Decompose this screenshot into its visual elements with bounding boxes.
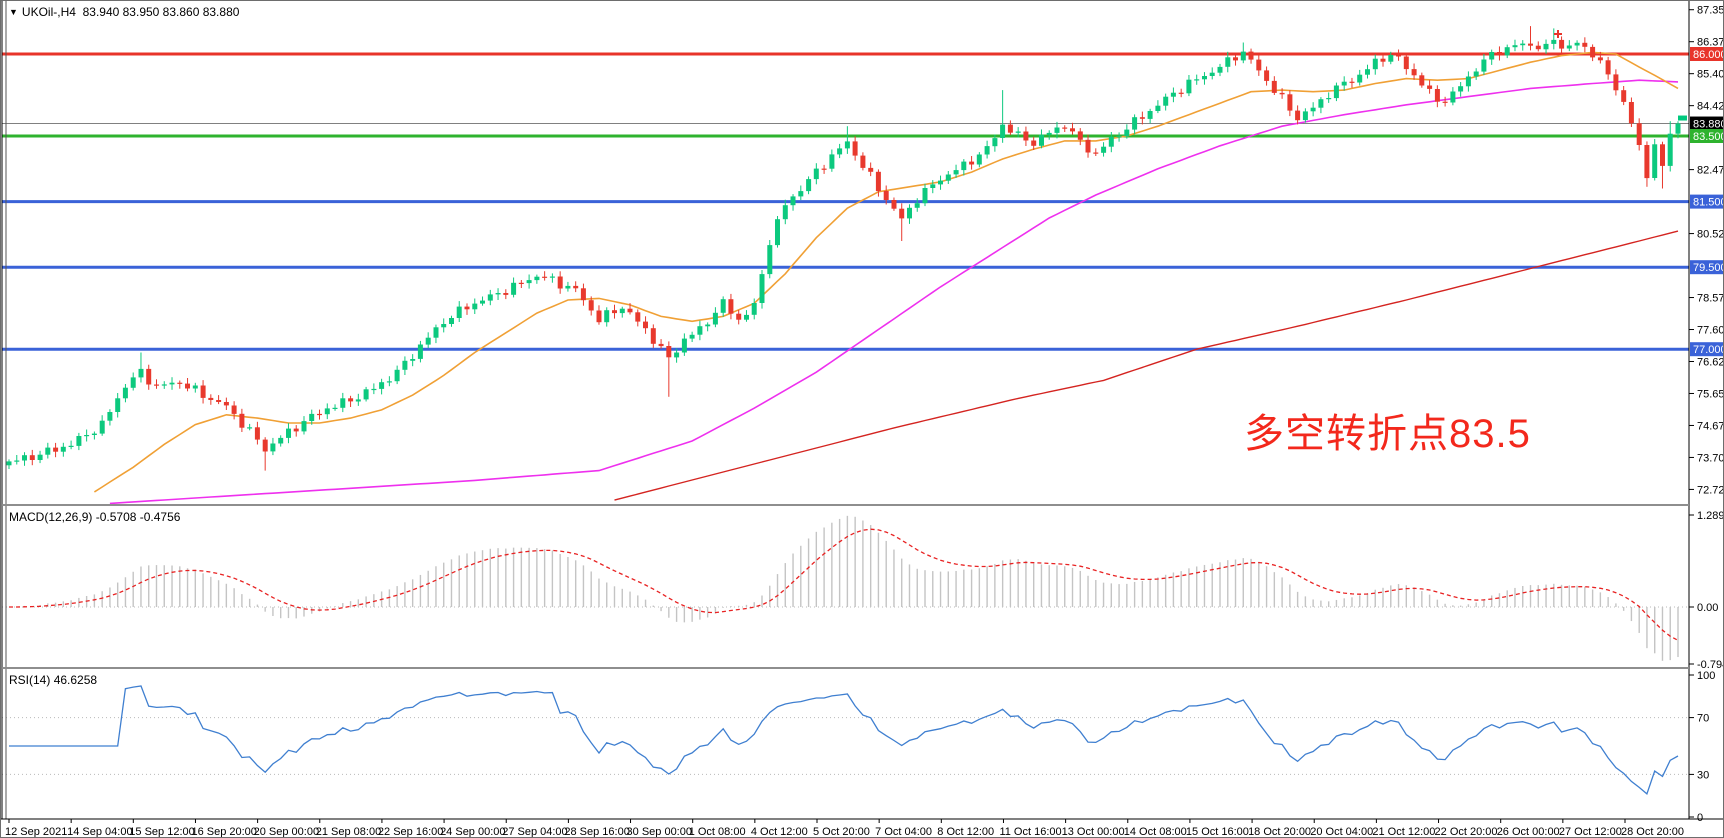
price-badge-label: 79.500 <box>1693 262 1724 274</box>
ma-line <box>614 230 1679 501</box>
symbol-quote-text: UKOil-,H4 83.940 83.950 83.860 83.880 <box>21 5 240 19</box>
macd-signal-line <box>9 528 1679 641</box>
date-tick-label: 22 Sep 16:00 <box>378 826 443 838</box>
price-badge-label: 86.000 <box>1693 49 1724 61</box>
date-tick-label: 15 Oct 16:00 <box>1186 826 1249 838</box>
rsi-indicator-label: RSI(14) 46.6258 <box>9 673 98 687</box>
date-tick-label: 20 Sep 00:00 <box>254 826 319 838</box>
price-tick-label: 86.375 <box>1697 37 1724 49</box>
date-tick-label: 16 Sep 20:00 <box>191 826 256 838</box>
ma-line <box>109 79 1679 505</box>
date-tick-label: 4 Oct 12:00 <box>751 826 808 838</box>
price-badge-79.500 <box>1690 260 1723 275</box>
price-tick-label: 84.425 <box>1697 101 1724 113</box>
date-tick-label: 27 Oct 12:00 <box>1559 826 1622 838</box>
rsi-axis-label: 0 <box>1697 812 1703 824</box>
price-badge-label: 81.500 <box>1693 197 1724 209</box>
macd-axis-label: 0.00 <box>1697 602 1718 614</box>
macd-axis-label: -0.7941 <box>1697 659 1724 671</box>
price-tick-label: 72.725 <box>1697 484 1724 496</box>
price-tick-label: 75.650 <box>1697 388 1724 400</box>
pane-separator[interactable] <box>2 504 1689 506</box>
rsi-axis-label: 30 <box>1697 769 1709 781</box>
rsi-axis-label: 70 <box>1697 713 1709 725</box>
rsi-axis-label: 100 <box>1697 670 1715 682</box>
price-tick-label: 73.700 <box>1697 452 1724 464</box>
price-badge-label: 83.500 <box>1693 131 1724 143</box>
current-price-marker <box>1678 115 1687 121</box>
price-tick-label: 80.525 <box>1697 229 1724 241</box>
price-tick-label: 77.600 <box>1697 325 1724 337</box>
date-tick-label: 5 Oct 20:00 <box>813 826 870 838</box>
date-tick-label: 14 Sep 04:00 <box>67 826 132 838</box>
price-tick-label: 74.675 <box>1697 420 1724 432</box>
price-badge-83.500 <box>1690 129 1723 143</box>
price-badge-83.880 <box>1690 116 1723 131</box>
date-tick-label: 24 Sep 00:00 <box>440 826 505 838</box>
candles <box>6 26 1681 471</box>
date-tick-label: 14 Oct 08:00 <box>1124 826 1187 838</box>
macd-indicator-label: MACD(12,26,9) -0.5708 -0.4756 <box>9 510 181 524</box>
price-badge-label: 77.000 <box>1693 344 1724 356</box>
price-badge-77.000 <box>1690 342 1723 357</box>
date-tick-label: 1 Oct 08:00 <box>689 826 746 838</box>
date-tick-label: 18 Oct 20:00 <box>1248 826 1311 838</box>
date-tick-label: 22 Oct 20:00 <box>1435 826 1498 838</box>
date-tick-label: 21 Oct 12:00 <box>1372 826 1435 838</box>
date-tick-label: 28 Sep 16:00 <box>564 826 629 838</box>
date-tick-label: 21 Sep 08:00 <box>316 826 381 838</box>
price-tick-label: 85.400 <box>1697 69 1724 81</box>
price-tick-label: 82.475 <box>1697 165 1724 177</box>
date-tick-label: 27 Sep 04:00 <box>502 826 567 838</box>
macd-values: -0.5708 -0.4756 <box>95 510 181 524</box>
date-tick-label: 8 Oct 12:00 <box>937 826 994 838</box>
rsi-value: 46.6258 <box>53 673 98 687</box>
price-badge-81.500 <box>1690 194 1723 209</box>
symbol-dropdown-icon[interactable]: ▼ <box>9 7 18 17</box>
date-tick-label: 11 Oct 16:00 <box>999 826 1061 838</box>
price-tick-label: 87.350 <box>1697 5 1724 17</box>
rsi-line <box>9 685 1679 796</box>
symbol-title[interactable]: ▼ UKOil-,H4 83.940 83.950 83.860 83.880 <box>9 5 239 19</box>
date-tick-label: 30 Sep 00:00 <box>627 826 692 838</box>
price-tick-label: 76.625 <box>1697 357 1724 369</box>
date-tick-label: 13 Oct 00:00 <box>1062 826 1125 838</box>
date-tick-label: 12 Sep 2021 <box>5 826 67 838</box>
date-tick-label: 26 Oct 00:00 <box>1497 826 1560 838</box>
date-tick-label: 20 Oct 04:00 <box>1310 826 1373 838</box>
date-tick-label: 15 Sep 12:00 <box>129 826 194 838</box>
date-tick-label: 28 Oct 20:00 <box>1621 826 1684 838</box>
text-annotation: 多空转折点83.5 <box>1244 412 1531 456</box>
price-badge-label: 83.880 <box>1693 119 1724 131</box>
macd-axis-label: 1.2891 <box>1697 510 1724 522</box>
price-tick-label: 78.575 <box>1697 293 1724 305</box>
date-tick-label: 7 Oct 04:00 <box>875 826 932 838</box>
price-badge-86.000 <box>1690 47 1723 61</box>
pane-separator[interactable] <box>2 667 1689 669</box>
